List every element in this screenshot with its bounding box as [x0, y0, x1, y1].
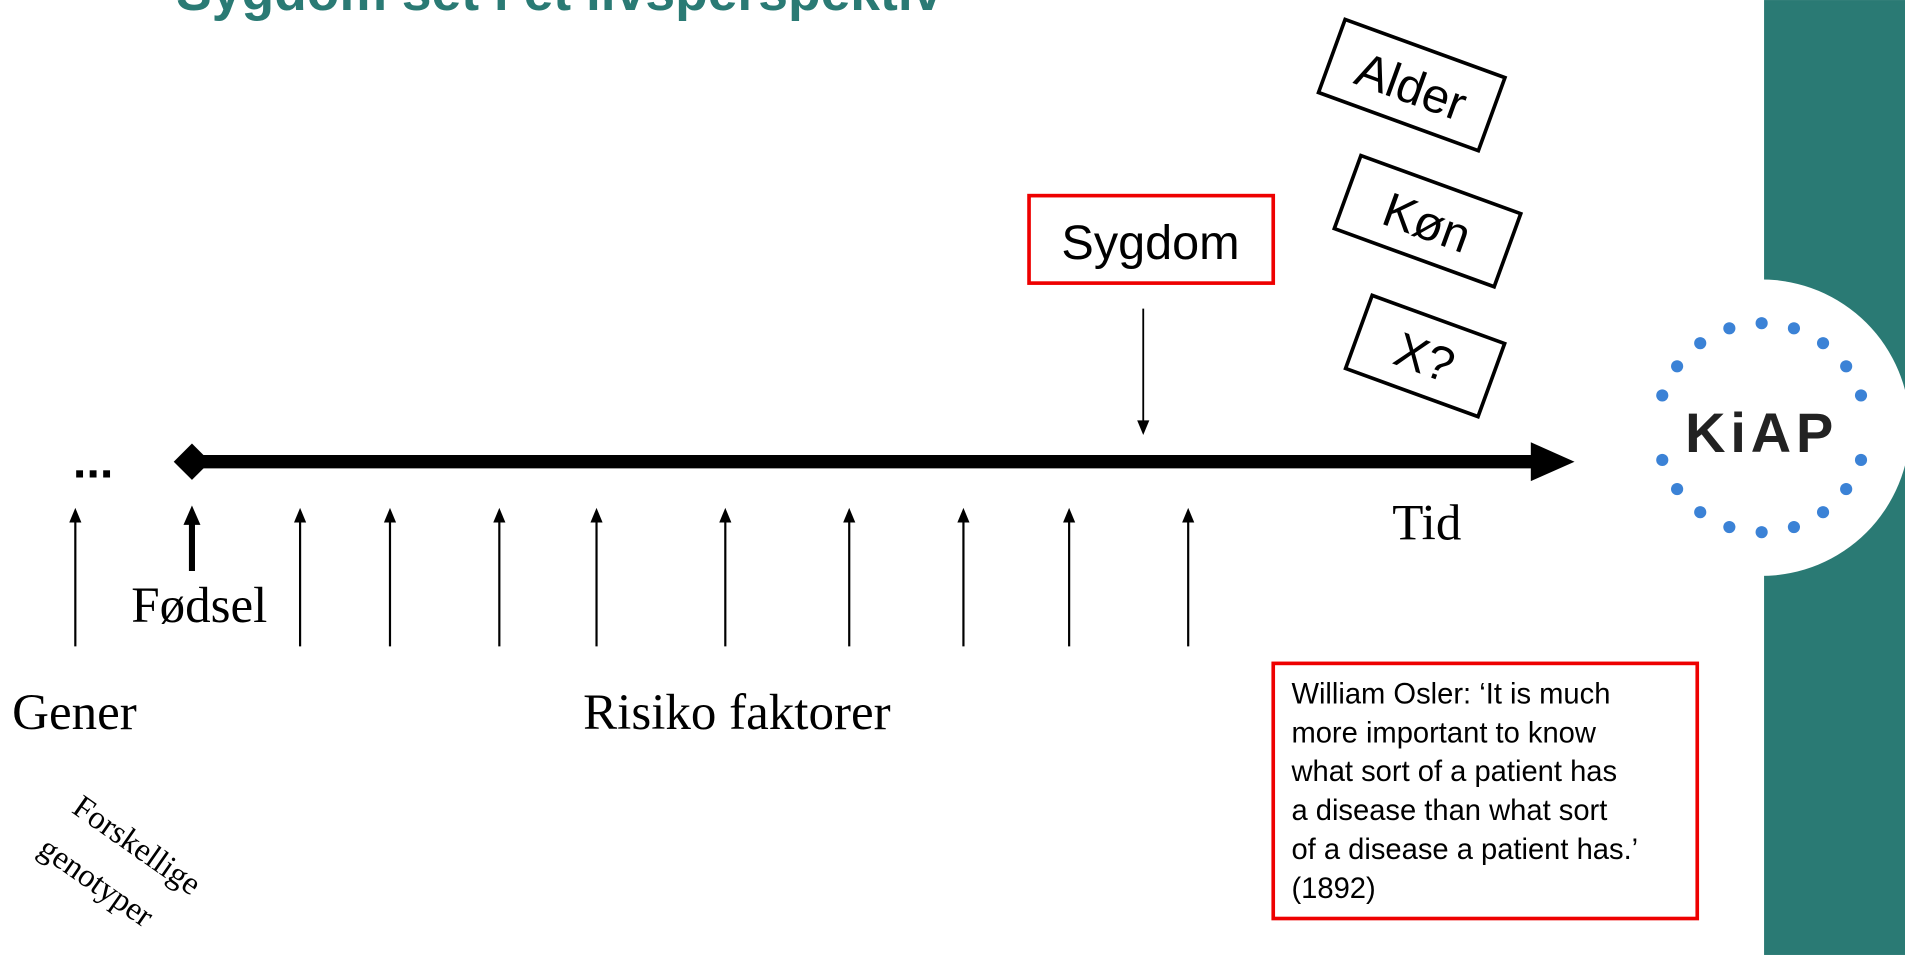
disease-box	[1027, 193, 1276, 285]
logo-dot	[1787, 520, 1801, 534]
logo-circle	[1613, 279, 1905, 576]
slide-title: Sygdom set i et livsperspektiv	[176, 0, 943, 22]
quote: William Osler: ‘It is much more important…	[1290, 678, 1638, 904]
birth-label: Fødsel	[131, 578, 267, 634]
logo-text: KiAP	[1685, 401, 1838, 464]
logo-dot	[1854, 389, 1868, 402]
risk-label: Risiko faktorer	[583, 685, 890, 741]
quote-line: what sort of a patient has	[1290, 756, 1617, 788]
logo-dot	[1816, 337, 1830, 350]
disease-arrowhead	[1137, 420, 1150, 435]
up-arrowhead	[957, 507, 970, 523]
tag-box	[1331, 153, 1524, 290]
logo-dot	[1656, 453, 1669, 467]
quote-line: more important to know	[1291, 717, 1596, 749]
up-arrowhead	[383, 507, 397, 523]
up-arrowhead	[590, 507, 603, 523]
up-arrowhead	[493, 507, 506, 523]
birth-diamond	[173, 443, 211, 480]
logo-dot	[1816, 506, 1830, 519]
quote-box	[1271, 661, 1700, 921]
up-arrowhead	[294, 507, 307, 523]
logo-dot	[1854, 453, 1868, 467]
up-arrowhead	[1182, 507, 1195, 523]
timeline-arrowhead	[1530, 442, 1575, 482]
logo-dot	[1723, 520, 1736, 534]
risk-arrows	[69, 505, 1195, 647]
genes-label: Gener	[12, 685, 137, 741]
logo-dot	[1755, 317, 1768, 330]
tag-box	[1343, 293, 1507, 419]
up-arrowhead	[719, 507, 732, 523]
logo-dot	[1840, 360, 1853, 373]
up-arrowhead	[183, 505, 201, 525]
logo-dot	[1694, 506, 1707, 519]
quote-line: (1892)	[1291, 873, 1375, 905]
logo-dot	[1755, 526, 1768, 539]
quote-line: a disease than what sort	[1291, 795, 1607, 827]
tag-box	[1316, 17, 1508, 154]
quote-line: of a disease a patient has.’	[1291, 834, 1638, 866]
logo-dot	[1671, 360, 1684, 373]
start-dots: ...	[73, 435, 114, 489]
logo-dot	[1840, 483, 1853, 496]
quote-line: William Osler: ‘It is much	[1291, 678, 1610, 710]
up-arrowhead	[69, 507, 82, 523]
logo-dot	[1694, 337, 1707, 350]
up-arrowhead	[1063, 507, 1076, 523]
up-arrowhead	[843, 507, 856, 523]
time-label: Tid	[1392, 495, 1461, 551]
logo-dot	[1656, 389, 1669, 402]
logo-dot	[1671, 483, 1684, 496]
disease-label: Sygdom	[1061, 216, 1239, 270]
logo-dots	[1656, 317, 1868, 539]
logo-dot	[1787, 322, 1801, 335]
logo-dot	[1723, 322, 1736, 335]
